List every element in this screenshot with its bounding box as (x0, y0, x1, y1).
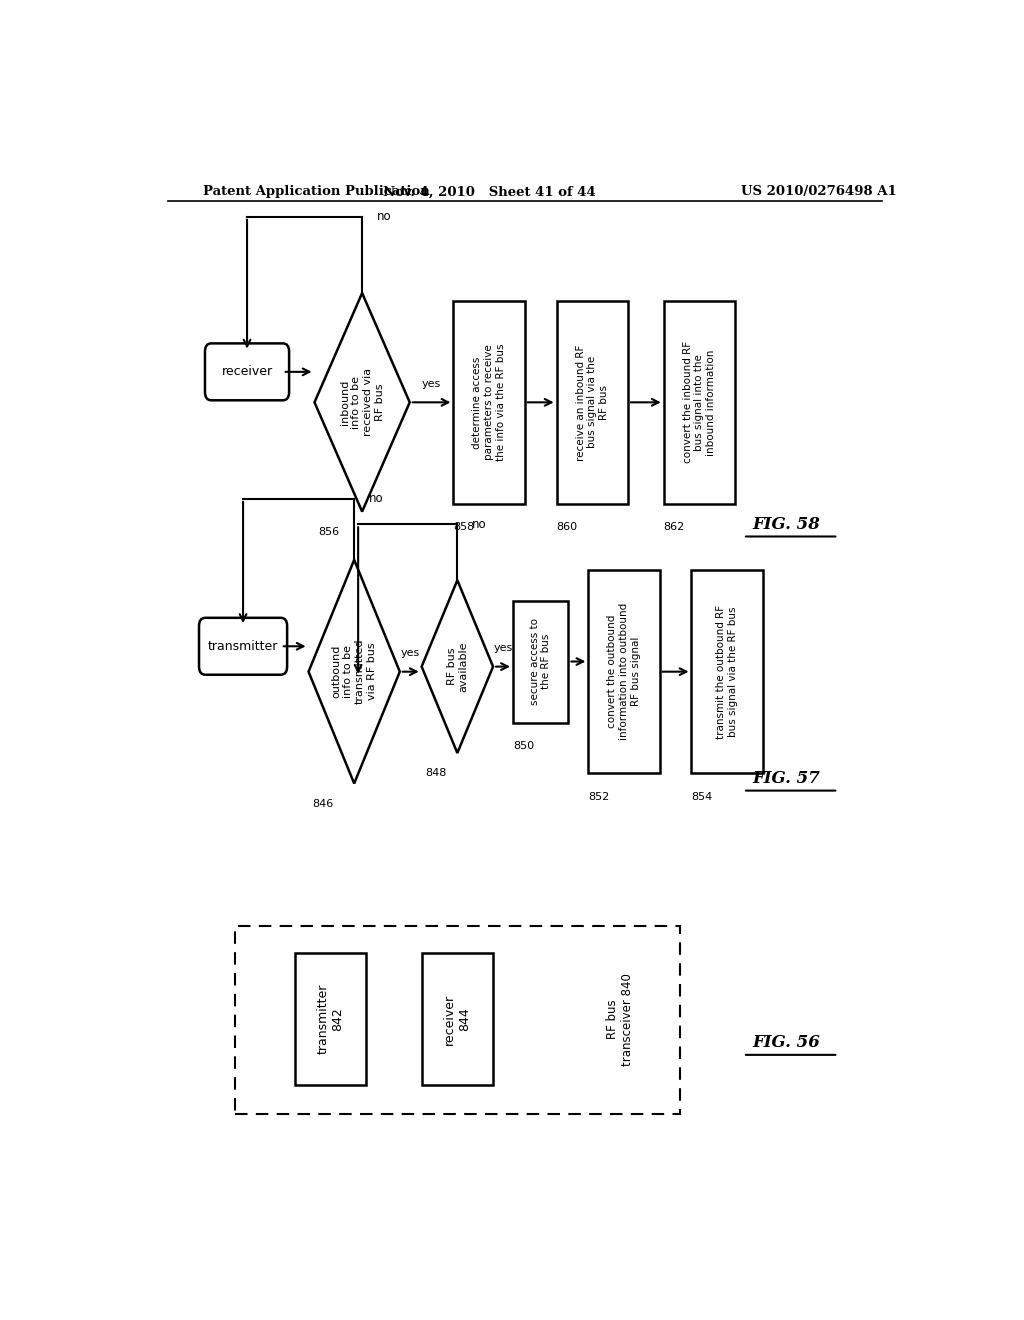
Polygon shape (314, 293, 410, 512)
Text: 858: 858 (454, 523, 475, 532)
Text: 854: 854 (691, 792, 713, 801)
Text: convert the outbound
information into outbound
RF bus signal: convert the outbound information into ou… (607, 603, 641, 741)
Text: secure access to
the RF bus: secure access to the RF bus (529, 618, 552, 705)
Bar (513, 601, 568, 722)
Text: transmitter: transmitter (208, 640, 279, 653)
Text: RF bus
available: RF bus available (446, 642, 468, 692)
Bar (556, 301, 628, 504)
Text: FIG. 56: FIG. 56 (753, 1034, 820, 1051)
Polygon shape (308, 560, 399, 784)
Text: yes: yes (494, 643, 513, 653)
Text: determine access
parameters to receive
the info via the RF bus: determine access parameters to receive t… (472, 343, 506, 461)
Text: 850: 850 (513, 741, 535, 751)
Bar (422, 953, 494, 1085)
FancyBboxPatch shape (205, 343, 289, 400)
Text: receive an inbound RF
bus signal via the
RF bus: receive an inbound RF bus signal via the… (575, 345, 609, 461)
Text: outbound
info to be
transmitted
via RF bus: outbound info to be transmitted via RF b… (332, 639, 377, 705)
Bar (664, 301, 735, 504)
Text: receiver: receiver (221, 366, 272, 379)
Text: no: no (369, 492, 383, 506)
Text: 856: 856 (318, 527, 340, 537)
Text: US 2010/0276498 A1: US 2010/0276498 A1 (740, 185, 896, 198)
FancyBboxPatch shape (199, 618, 287, 675)
Text: transmitter
842: transmitter 842 (316, 985, 344, 1055)
Bar (454, 301, 524, 504)
Text: Nov. 4, 2010   Sheet 41 of 44: Nov. 4, 2010 Sheet 41 of 44 (383, 185, 596, 198)
Text: yes: yes (422, 379, 441, 389)
Bar (691, 570, 763, 774)
Text: yes: yes (401, 648, 420, 659)
Text: 862: 862 (664, 523, 685, 532)
Text: receiver
844: receiver 844 (443, 994, 471, 1045)
Text: FIG. 58: FIG. 58 (753, 516, 820, 533)
Text: 860: 860 (556, 523, 578, 532)
Text: Patent Application Publication: Patent Application Publication (204, 185, 430, 198)
Text: 846: 846 (312, 799, 334, 809)
Polygon shape (422, 581, 494, 752)
Text: no: no (377, 210, 391, 223)
Text: 852: 852 (588, 792, 609, 801)
Text: transmit the outbound RF
bus signal via the RF bus: transmit the outbound RF bus signal via … (717, 605, 738, 739)
Text: inbound
info to be
received via
RF bus: inbound info to be received via RF bus (340, 368, 384, 437)
Bar (295, 953, 367, 1085)
Text: RF bus
transceiver 840: RF bus transceiver 840 (606, 973, 634, 1065)
Bar (236, 925, 680, 1114)
Text: FIG. 57: FIG. 57 (753, 770, 820, 787)
Text: convert the inbound RF
bus signal into the
inbound information: convert the inbound RF bus signal into t… (683, 342, 716, 463)
Bar (588, 570, 659, 774)
Text: 848: 848 (426, 768, 446, 779)
Text: no: no (472, 517, 486, 531)
